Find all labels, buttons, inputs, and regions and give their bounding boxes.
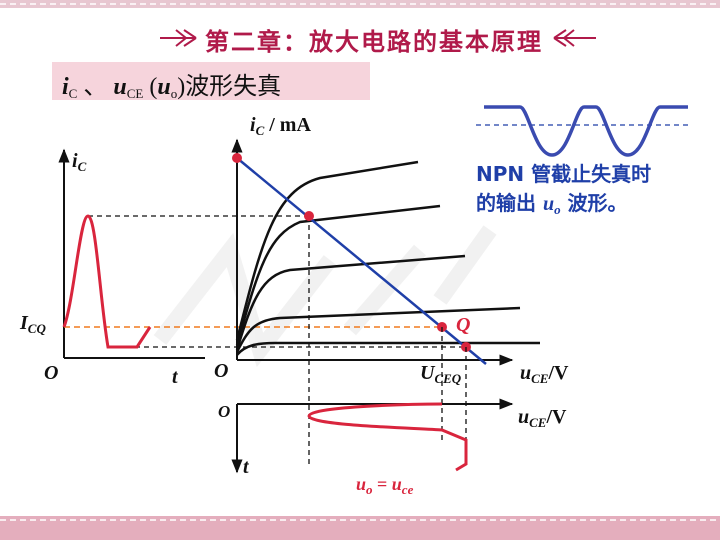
uce-waveform bbox=[307, 402, 468, 472]
origin-left: O bbox=[44, 362, 59, 384]
origin-bottom: O bbox=[218, 402, 231, 421]
curve-5 bbox=[235, 160, 419, 341]
ic-waveform bbox=[62, 214, 152, 349]
characteristic-curves bbox=[235, 160, 540, 356]
icq-label: ICQ bbox=[20, 312, 46, 336]
curve-2 bbox=[235, 306, 521, 353]
uo-equation: uo = uce bbox=[356, 474, 414, 497]
slide-title-box bbox=[52, 62, 370, 100]
ic-axis-label: iC / mA bbox=[250, 114, 311, 138]
npn-cutoff-note: NPN 管截止失真时 的输出 uo 波形。 bbox=[476, 160, 706, 224]
header-ornament-left bbox=[160, 29, 197, 47]
watermark bbox=[153, 225, 497, 368]
chapter-header: 第二章：放大电路的基本原理 bbox=[205, 28, 543, 56]
curve-3 bbox=[235, 254, 466, 351]
uce-axis-label: uCE/V bbox=[520, 362, 569, 386]
ic-left-label: iC bbox=[72, 150, 87, 174]
load-line-top-point bbox=[232, 153, 242, 163]
uce-axis2-label: uCE/V bbox=[518, 406, 567, 430]
t-bottom-label: t bbox=[243, 456, 249, 478]
header-ornament-right bbox=[553, 29, 596, 47]
saturation-point bbox=[304, 211, 314, 221]
uceq-label: UCEQ bbox=[420, 362, 462, 386]
curve-1 bbox=[236, 341, 540, 356]
slide-title: iC 、 uCE (uo)波形失真 bbox=[62, 74, 282, 101]
curve-4 bbox=[235, 204, 441, 346]
note-line-2: 的输出 uo 波形。 bbox=[476, 191, 628, 217]
q-point-label: Q bbox=[456, 314, 471, 336]
origin-mid: O bbox=[214, 360, 229, 382]
note-line-1: NPN 管截止失真时 bbox=[476, 162, 652, 186]
clipped-output-wave bbox=[484, 105, 688, 157]
t-left-label: t bbox=[172, 366, 178, 388]
